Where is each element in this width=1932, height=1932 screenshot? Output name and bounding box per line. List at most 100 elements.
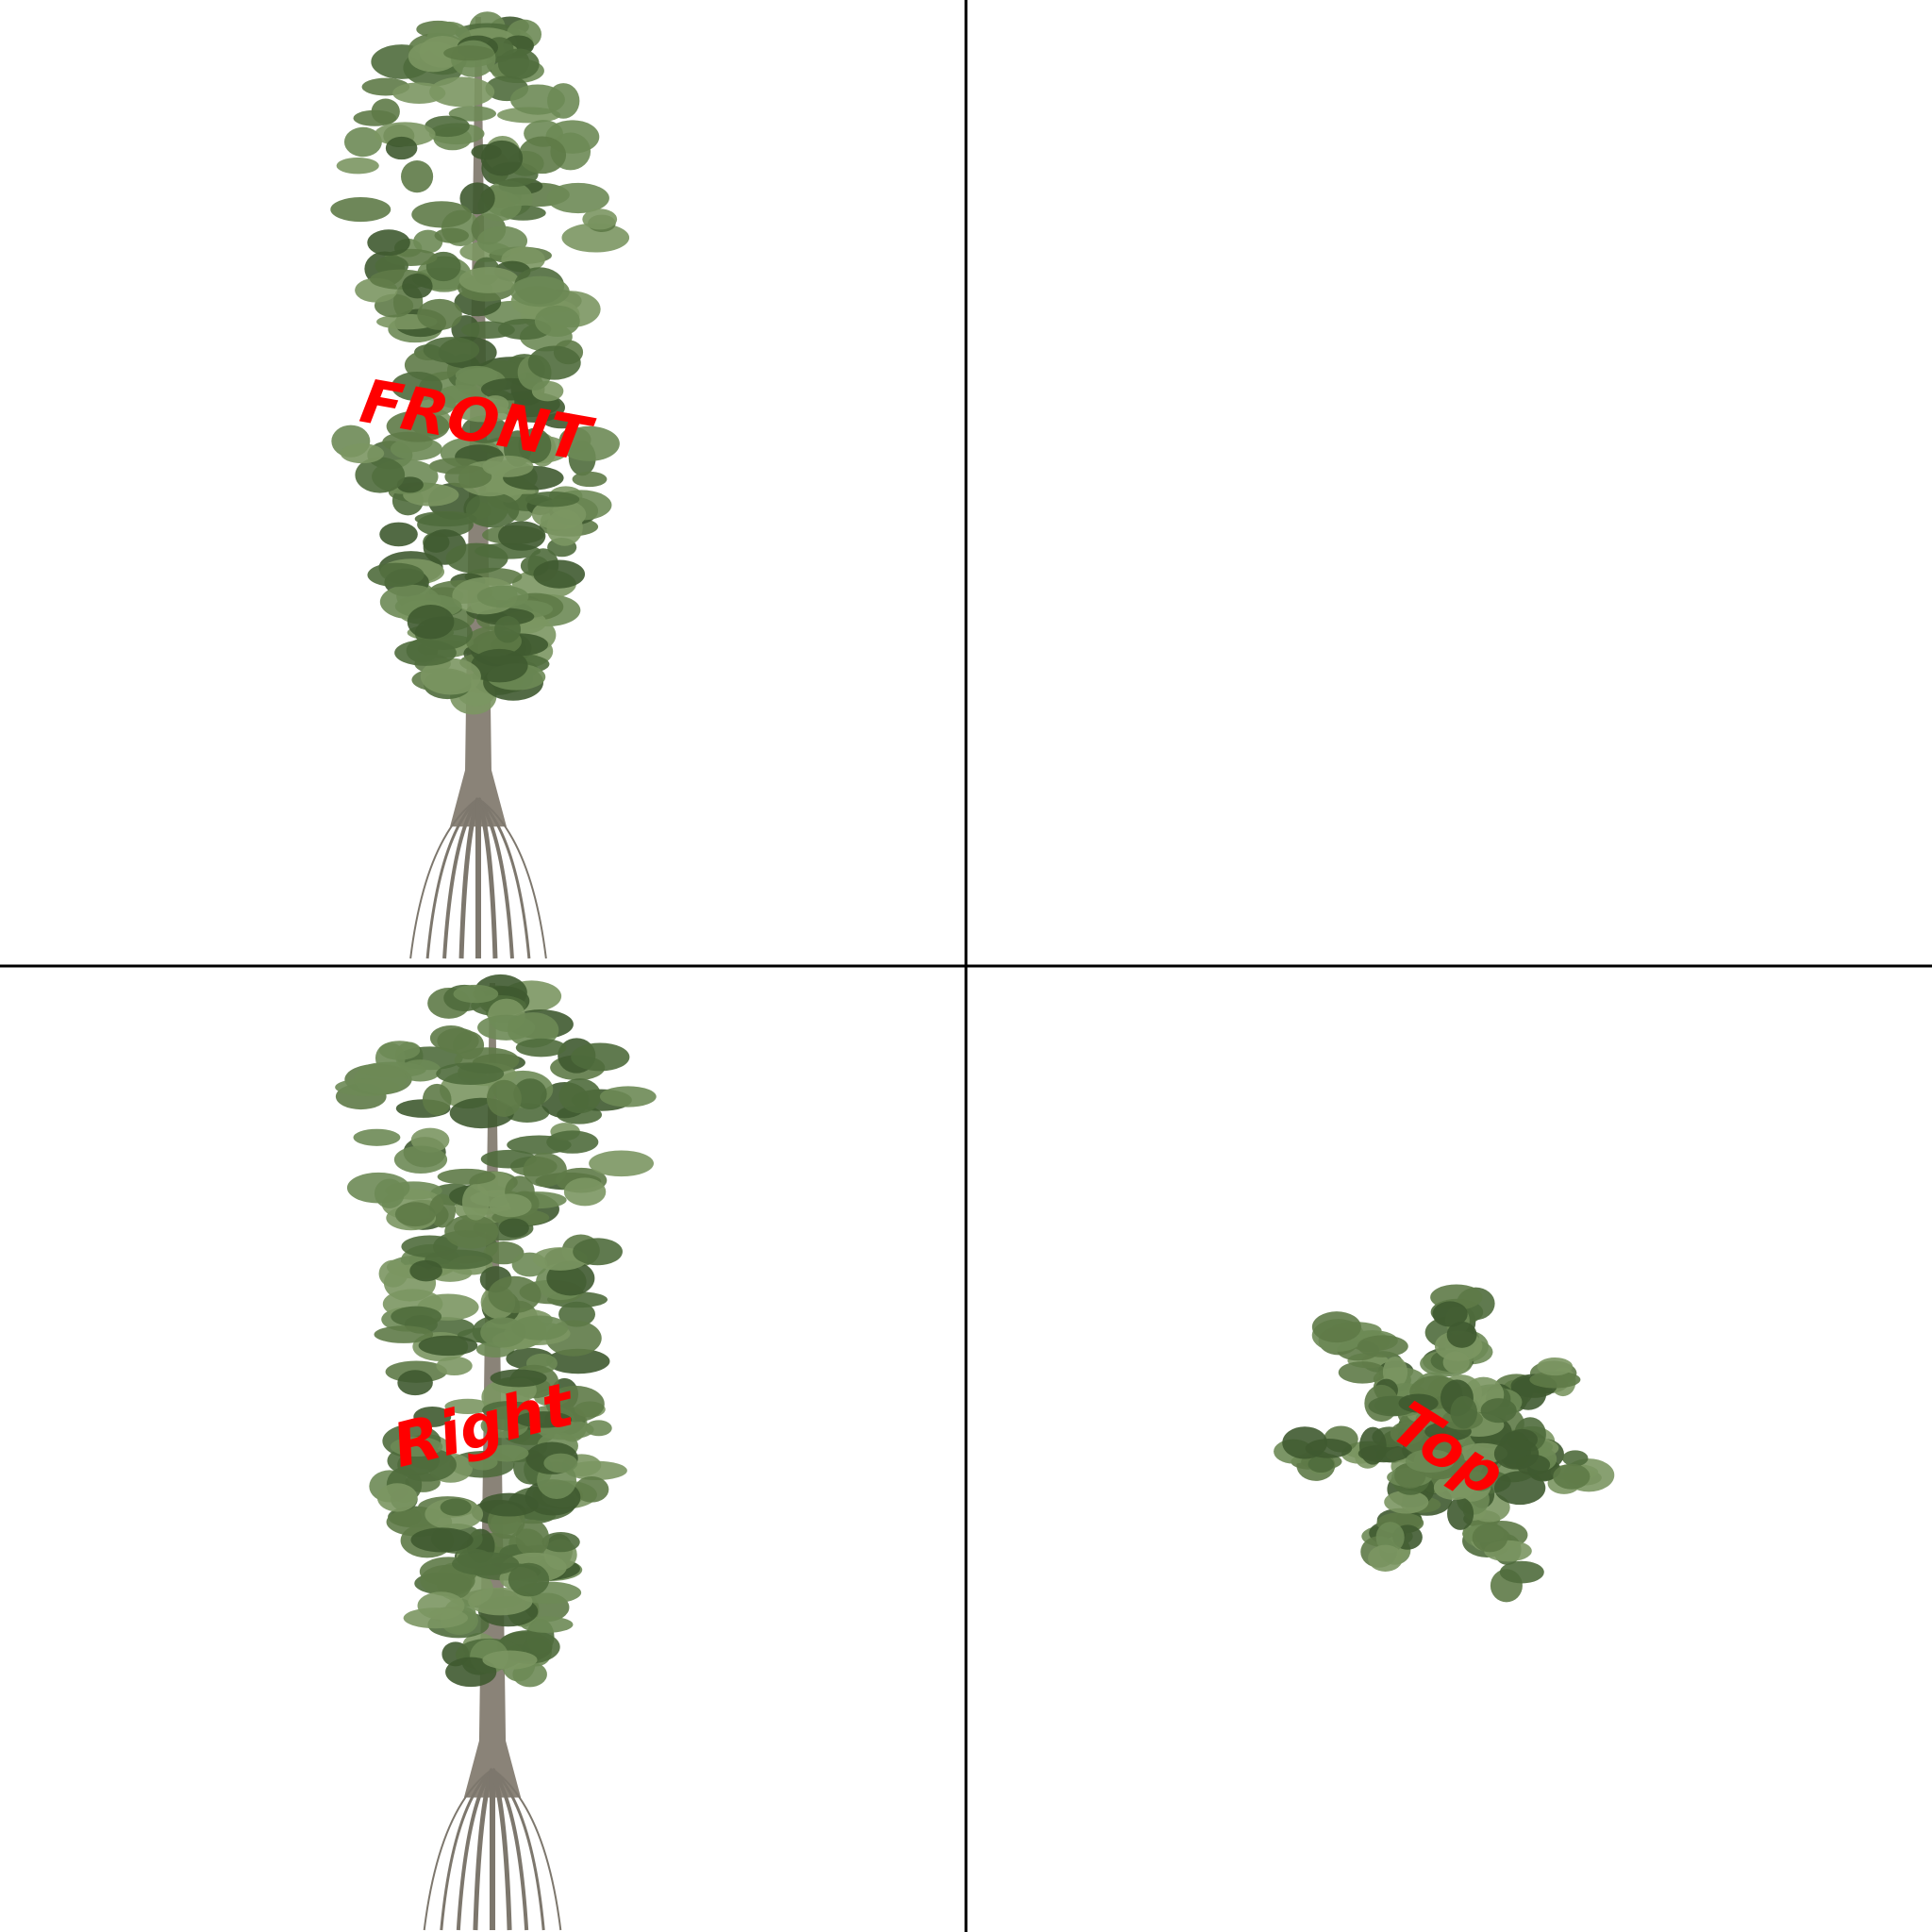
foliage <box>459 182 495 215</box>
foliage <box>1529 1371 1581 1389</box>
foliage <box>420 658 481 695</box>
foliage <box>1537 1357 1574 1376</box>
foliage <box>573 1238 623 1266</box>
foliage <box>508 1562 550 1597</box>
foliage <box>355 457 406 493</box>
foliage <box>1390 1421 1424 1445</box>
foliage <box>482 455 534 477</box>
foliage <box>1553 1463 1591 1490</box>
foliage <box>486 1079 522 1118</box>
root <box>423 1768 493 1931</box>
foliage <box>498 521 546 551</box>
foliage <box>353 109 397 126</box>
foliage <box>378 1259 408 1288</box>
root <box>491 1768 545 1931</box>
foliage <box>485 1444 529 1462</box>
foliage <box>378 1041 421 1060</box>
foliage <box>1480 1398 1517 1424</box>
foliage <box>546 1348 610 1374</box>
foliage <box>546 508 583 546</box>
foliage <box>546 182 609 214</box>
foliage <box>417 1591 465 1620</box>
foliage <box>367 562 425 588</box>
foliage <box>1472 1523 1508 1553</box>
foliage <box>346 1172 410 1204</box>
foliage <box>1398 1393 1439 1413</box>
foliage <box>402 274 433 299</box>
foliage <box>448 106 496 122</box>
foliage <box>465 491 520 528</box>
foliage <box>1516 1454 1551 1475</box>
foliage <box>414 510 477 527</box>
foliage <box>340 443 385 464</box>
foliage <box>425 1249 493 1270</box>
foliage <box>444 1398 491 1414</box>
foliage <box>585 1420 612 1437</box>
foliage <box>401 160 434 193</box>
foliage <box>1447 1497 1474 1530</box>
foliage <box>443 45 495 61</box>
foliage <box>436 1356 473 1376</box>
foliage <box>1442 1351 1470 1374</box>
foliage <box>396 476 424 493</box>
root <box>477 797 547 959</box>
foliage <box>575 1475 609 1503</box>
foliage <box>1338 1361 1387 1384</box>
foliage <box>1368 1544 1404 1573</box>
foliage <box>543 1453 578 1474</box>
foliage <box>461 415 508 443</box>
foliage <box>461 1184 490 1221</box>
root <box>491 1768 529 1931</box>
foliage <box>1357 1335 1408 1357</box>
foliage <box>376 1483 418 1512</box>
foliage <box>330 197 391 223</box>
foliage <box>1282 1426 1328 1459</box>
foliage <box>390 437 442 461</box>
foliage <box>498 1218 529 1238</box>
foliage <box>1493 1471 1546 1506</box>
root <box>476 797 514 959</box>
foliage <box>1446 1321 1477 1348</box>
foliage <box>397 1370 433 1396</box>
root <box>476 797 531 959</box>
foliage <box>390 1436 443 1457</box>
foliage <box>515 1519 550 1557</box>
foliage <box>520 1616 574 1633</box>
foliage <box>489 1193 532 1218</box>
foliage <box>480 1149 537 1169</box>
foliage <box>561 223 630 253</box>
foliage <box>453 1031 485 1059</box>
root <box>409 797 479 959</box>
foliage <box>429 76 495 108</box>
foliage <box>541 1532 580 1553</box>
foliage <box>1384 1490 1429 1514</box>
foliage <box>582 208 618 230</box>
foliage <box>386 410 450 442</box>
foliage <box>480 140 524 176</box>
root <box>440 1768 494 1931</box>
right-view-tree <box>335 974 657 1931</box>
foliage <box>482 1650 538 1670</box>
foliage <box>367 229 410 257</box>
foliage <box>558 425 620 461</box>
foliage <box>453 984 499 1004</box>
foliage <box>533 559 586 589</box>
foliage <box>525 491 580 508</box>
foliage <box>353 1128 401 1146</box>
foliage <box>1499 1560 1544 1584</box>
foliage <box>394 640 457 666</box>
foliage <box>420 1564 475 1597</box>
foliage <box>547 83 580 119</box>
foliage <box>589 1150 655 1177</box>
foliage <box>515 1411 573 1428</box>
root <box>491 1768 562 1931</box>
foliage <box>513 1078 547 1109</box>
foliage <box>379 522 418 547</box>
foliage <box>411 201 472 228</box>
foliage <box>1311 1311 1361 1343</box>
foliage <box>343 126 382 158</box>
foliage <box>1450 1395 1477 1429</box>
foliage <box>479 1492 539 1517</box>
